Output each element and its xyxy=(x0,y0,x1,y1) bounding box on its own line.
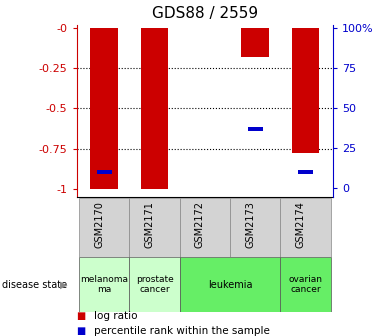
Bar xyxy=(230,198,280,257)
Bar xyxy=(79,257,129,312)
Text: GSM2171: GSM2171 xyxy=(145,201,155,248)
Text: GSM2172: GSM2172 xyxy=(195,201,205,248)
Title: GDS88 / 2559: GDS88 / 2559 xyxy=(152,6,258,21)
Bar xyxy=(79,198,129,257)
Text: GSM2174: GSM2174 xyxy=(296,201,306,248)
Text: log ratio: log ratio xyxy=(94,311,137,321)
Bar xyxy=(280,257,331,312)
Bar xyxy=(180,257,280,312)
Bar xyxy=(241,29,269,57)
Text: ■: ■ xyxy=(77,311,86,321)
Text: GSM2173: GSM2173 xyxy=(245,201,255,248)
Bar xyxy=(292,29,319,153)
Text: disease state: disease state xyxy=(2,280,67,290)
Bar xyxy=(129,198,180,257)
Bar xyxy=(97,170,112,174)
Bar xyxy=(180,198,230,257)
Text: ▶: ▶ xyxy=(59,280,67,290)
Bar xyxy=(280,198,331,257)
Text: leukemia: leukemia xyxy=(208,280,252,290)
Text: prostate
cancer: prostate cancer xyxy=(136,275,173,294)
Bar xyxy=(129,257,180,312)
Text: ■: ■ xyxy=(77,326,86,336)
Text: ovarian
cancer: ovarian cancer xyxy=(288,275,322,294)
Bar xyxy=(298,170,313,174)
Bar xyxy=(90,29,118,188)
Text: percentile rank within the sample: percentile rank within the sample xyxy=(94,326,270,336)
Bar xyxy=(248,127,263,131)
Text: melanoma
ma: melanoma ma xyxy=(80,275,128,294)
Bar xyxy=(141,29,169,188)
Text: GSM2170: GSM2170 xyxy=(94,201,104,248)
